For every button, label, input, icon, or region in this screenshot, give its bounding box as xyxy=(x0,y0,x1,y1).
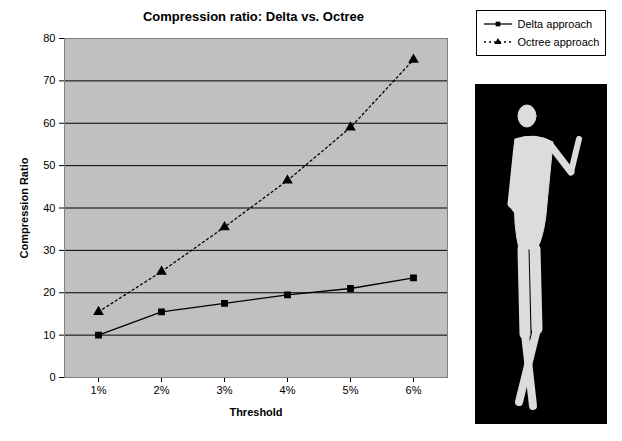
svg-text:4%: 4% xyxy=(280,384,296,396)
svg-text:80: 80 xyxy=(43,32,55,44)
svg-text:70: 70 xyxy=(43,74,55,86)
svg-text:3%: 3% xyxy=(217,384,233,396)
svg-text:0: 0 xyxy=(49,371,55,383)
svg-text:Compression Ratio: Compression Ratio xyxy=(18,157,30,258)
svg-text:1%: 1% xyxy=(91,384,107,396)
svg-text:6%: 6% xyxy=(406,384,422,396)
html-text:Delta approach: Delta approach xyxy=(517,18,593,30)
svg-text:5%: 5% xyxy=(343,384,359,396)
svg-text:40: 40 xyxy=(43,202,55,214)
html-text:Compression ratio: Delta vs. O: Compression ratio: Delta vs. Octree xyxy=(143,9,364,24)
svg-text:2%: 2% xyxy=(154,384,170,396)
html-text:Octree approach: Octree approach xyxy=(517,36,600,48)
svg-text:20: 20 xyxy=(43,286,55,298)
svg-text:50: 50 xyxy=(43,159,55,171)
svg-text:30: 30 xyxy=(43,244,55,256)
svg-text:Threshold: Threshold xyxy=(229,406,282,418)
svg-text:10: 10 xyxy=(43,329,55,341)
svg-text:60: 60 xyxy=(43,117,55,129)
